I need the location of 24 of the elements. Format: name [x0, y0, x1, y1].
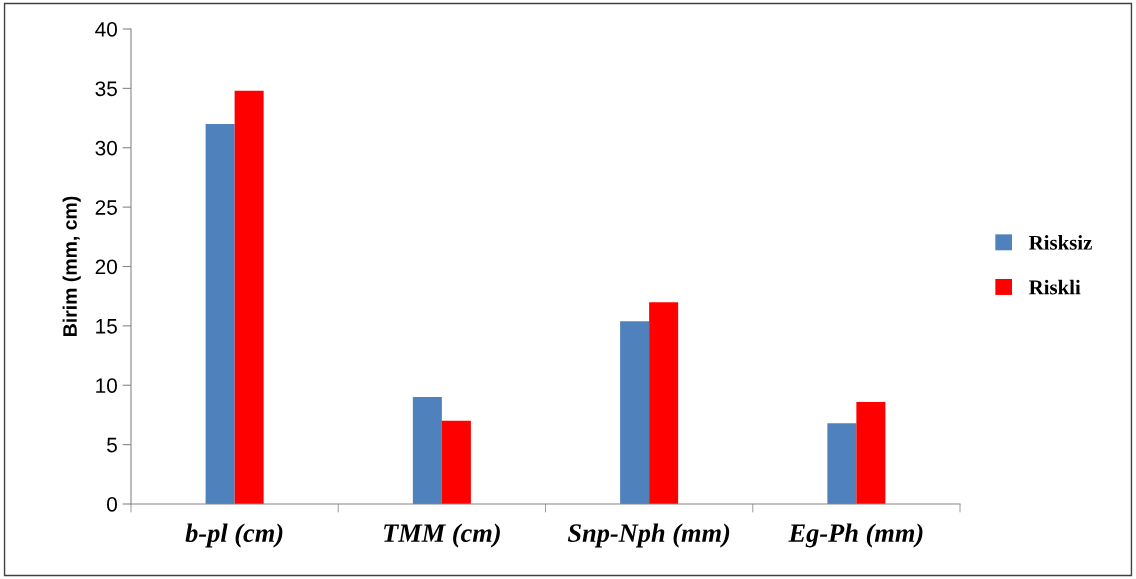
- x-tick-label: b-pl (cm): [185, 523, 283, 548]
- y-tick-label: 10: [96, 378, 117, 393]
- y-tick-label: 20: [95, 259, 117, 275]
- y-tick-label: 0: [107, 497, 117, 512]
- y-tick-label: 25: [95, 200, 117, 215]
- legend-label: Riskli: [1029, 279, 1081, 295]
- bar: [649, 302, 679, 504]
- legend-label: Risksiz: [1029, 235, 1092, 250]
- y-tick-label: 30: [95, 140, 117, 156]
- y-tick-label: 35: [95, 81, 117, 97]
- y-tick-label: 40: [95, 22, 117, 37]
- x-tick-label: TMM (cm): [384, 523, 500, 548]
- x-tick-label: Snp-Nph (mm): [567, 523, 730, 548]
- bar: [827, 423, 857, 504]
- y-tick-label: 5: [107, 437, 117, 453]
- bar: [441, 420, 471, 504]
- y-axis-title: Birim (mm, cm): [62, 196, 81, 336]
- bar: [856, 401, 886, 504]
- bar: [205, 124, 235, 504]
- bar: [234, 90, 264, 504]
- x-tick-label: Eg-Ph (mm): [788, 523, 923, 548]
- bar: [412, 397, 442, 504]
- y-tick-label: 15: [96, 319, 117, 334]
- bar: [620, 321, 650, 504]
